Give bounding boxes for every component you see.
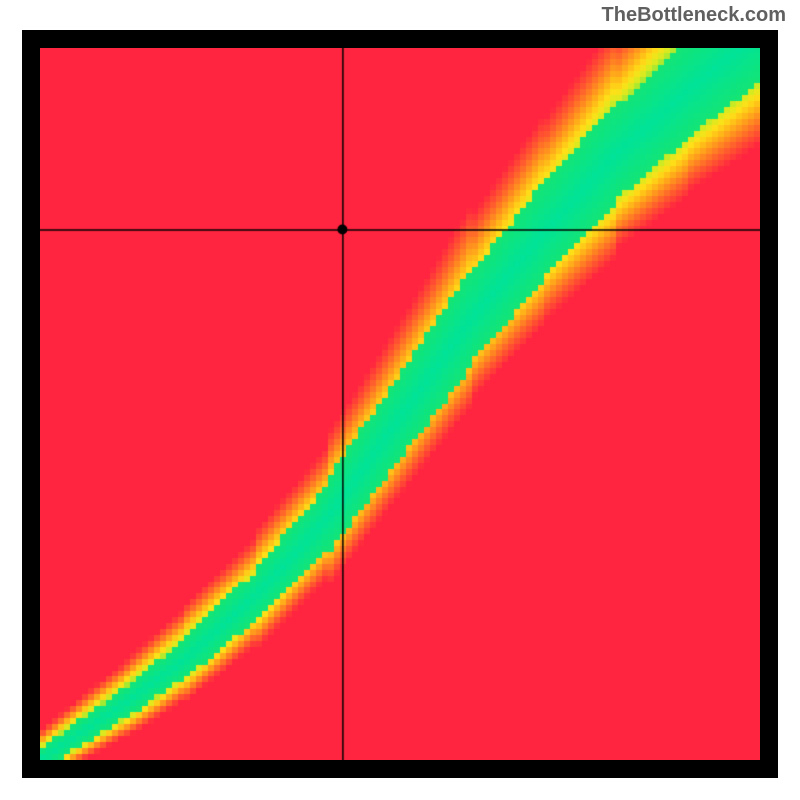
- watermark-text: TheBottleneck.com: [602, 4, 786, 27]
- heatmap-canvas: [40, 48, 760, 760]
- plot-outer-frame: [22, 30, 778, 778]
